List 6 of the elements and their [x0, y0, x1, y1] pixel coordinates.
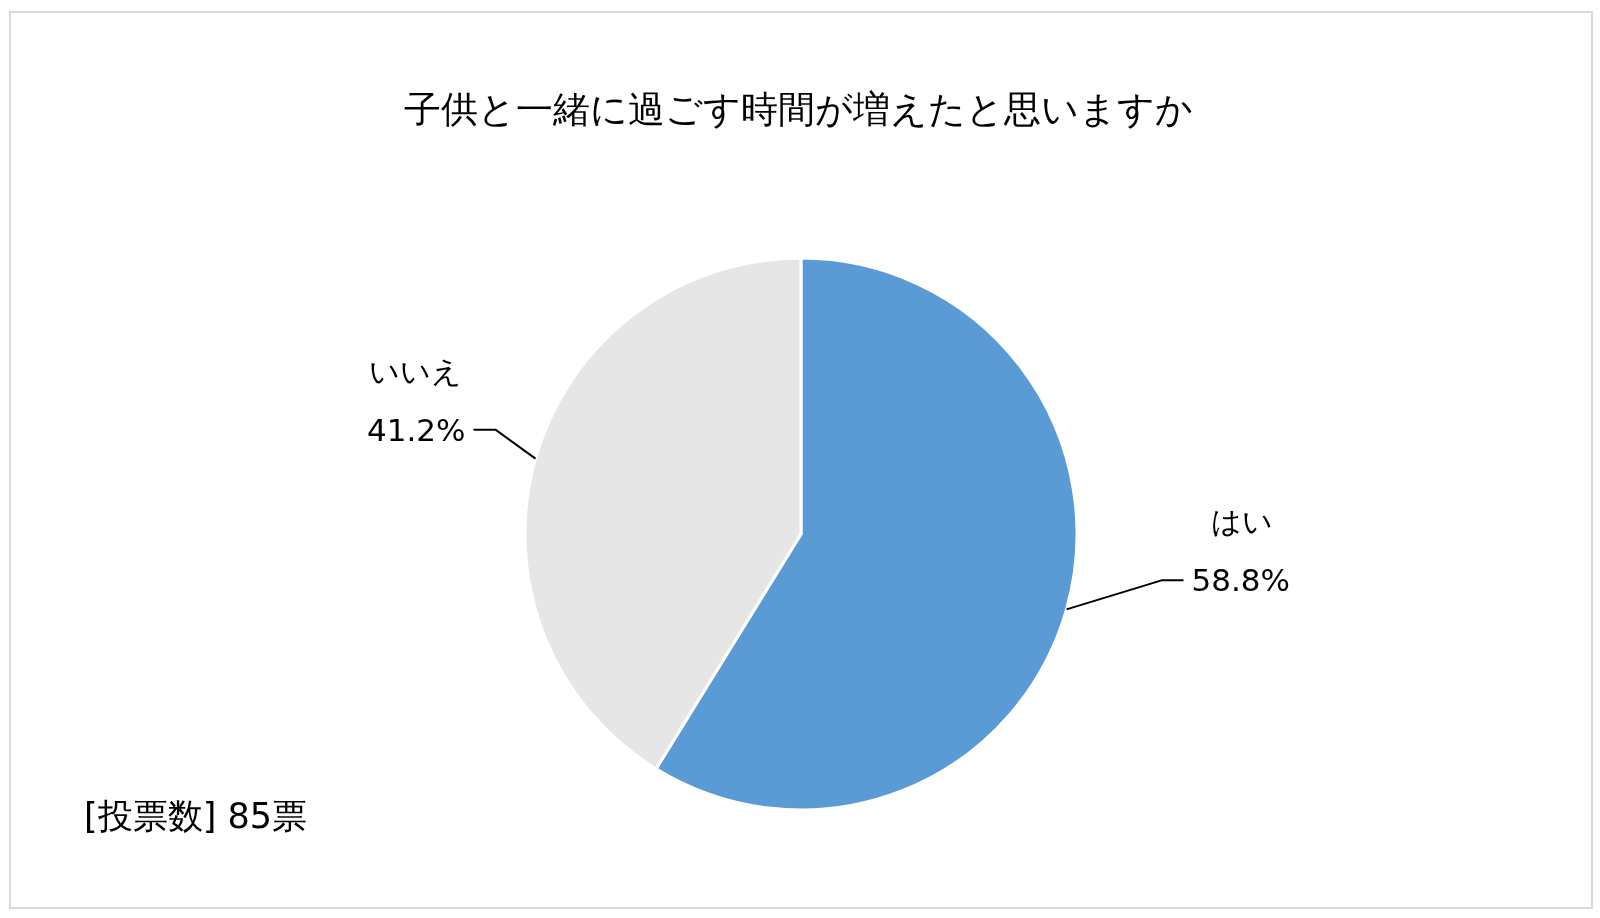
data-label: 41.2% [367, 411, 466, 448]
chart-title: 子供と一緒に過ごす時間が増えたと思いますか [403, 88, 1193, 131]
data-label: 58.8% [1191, 562, 1290, 599]
slice-label: はい [1210, 504, 1273, 540]
slice-label: いいえ [368, 353, 462, 389]
text: [投票数] 85票 [84, 796, 307, 836]
